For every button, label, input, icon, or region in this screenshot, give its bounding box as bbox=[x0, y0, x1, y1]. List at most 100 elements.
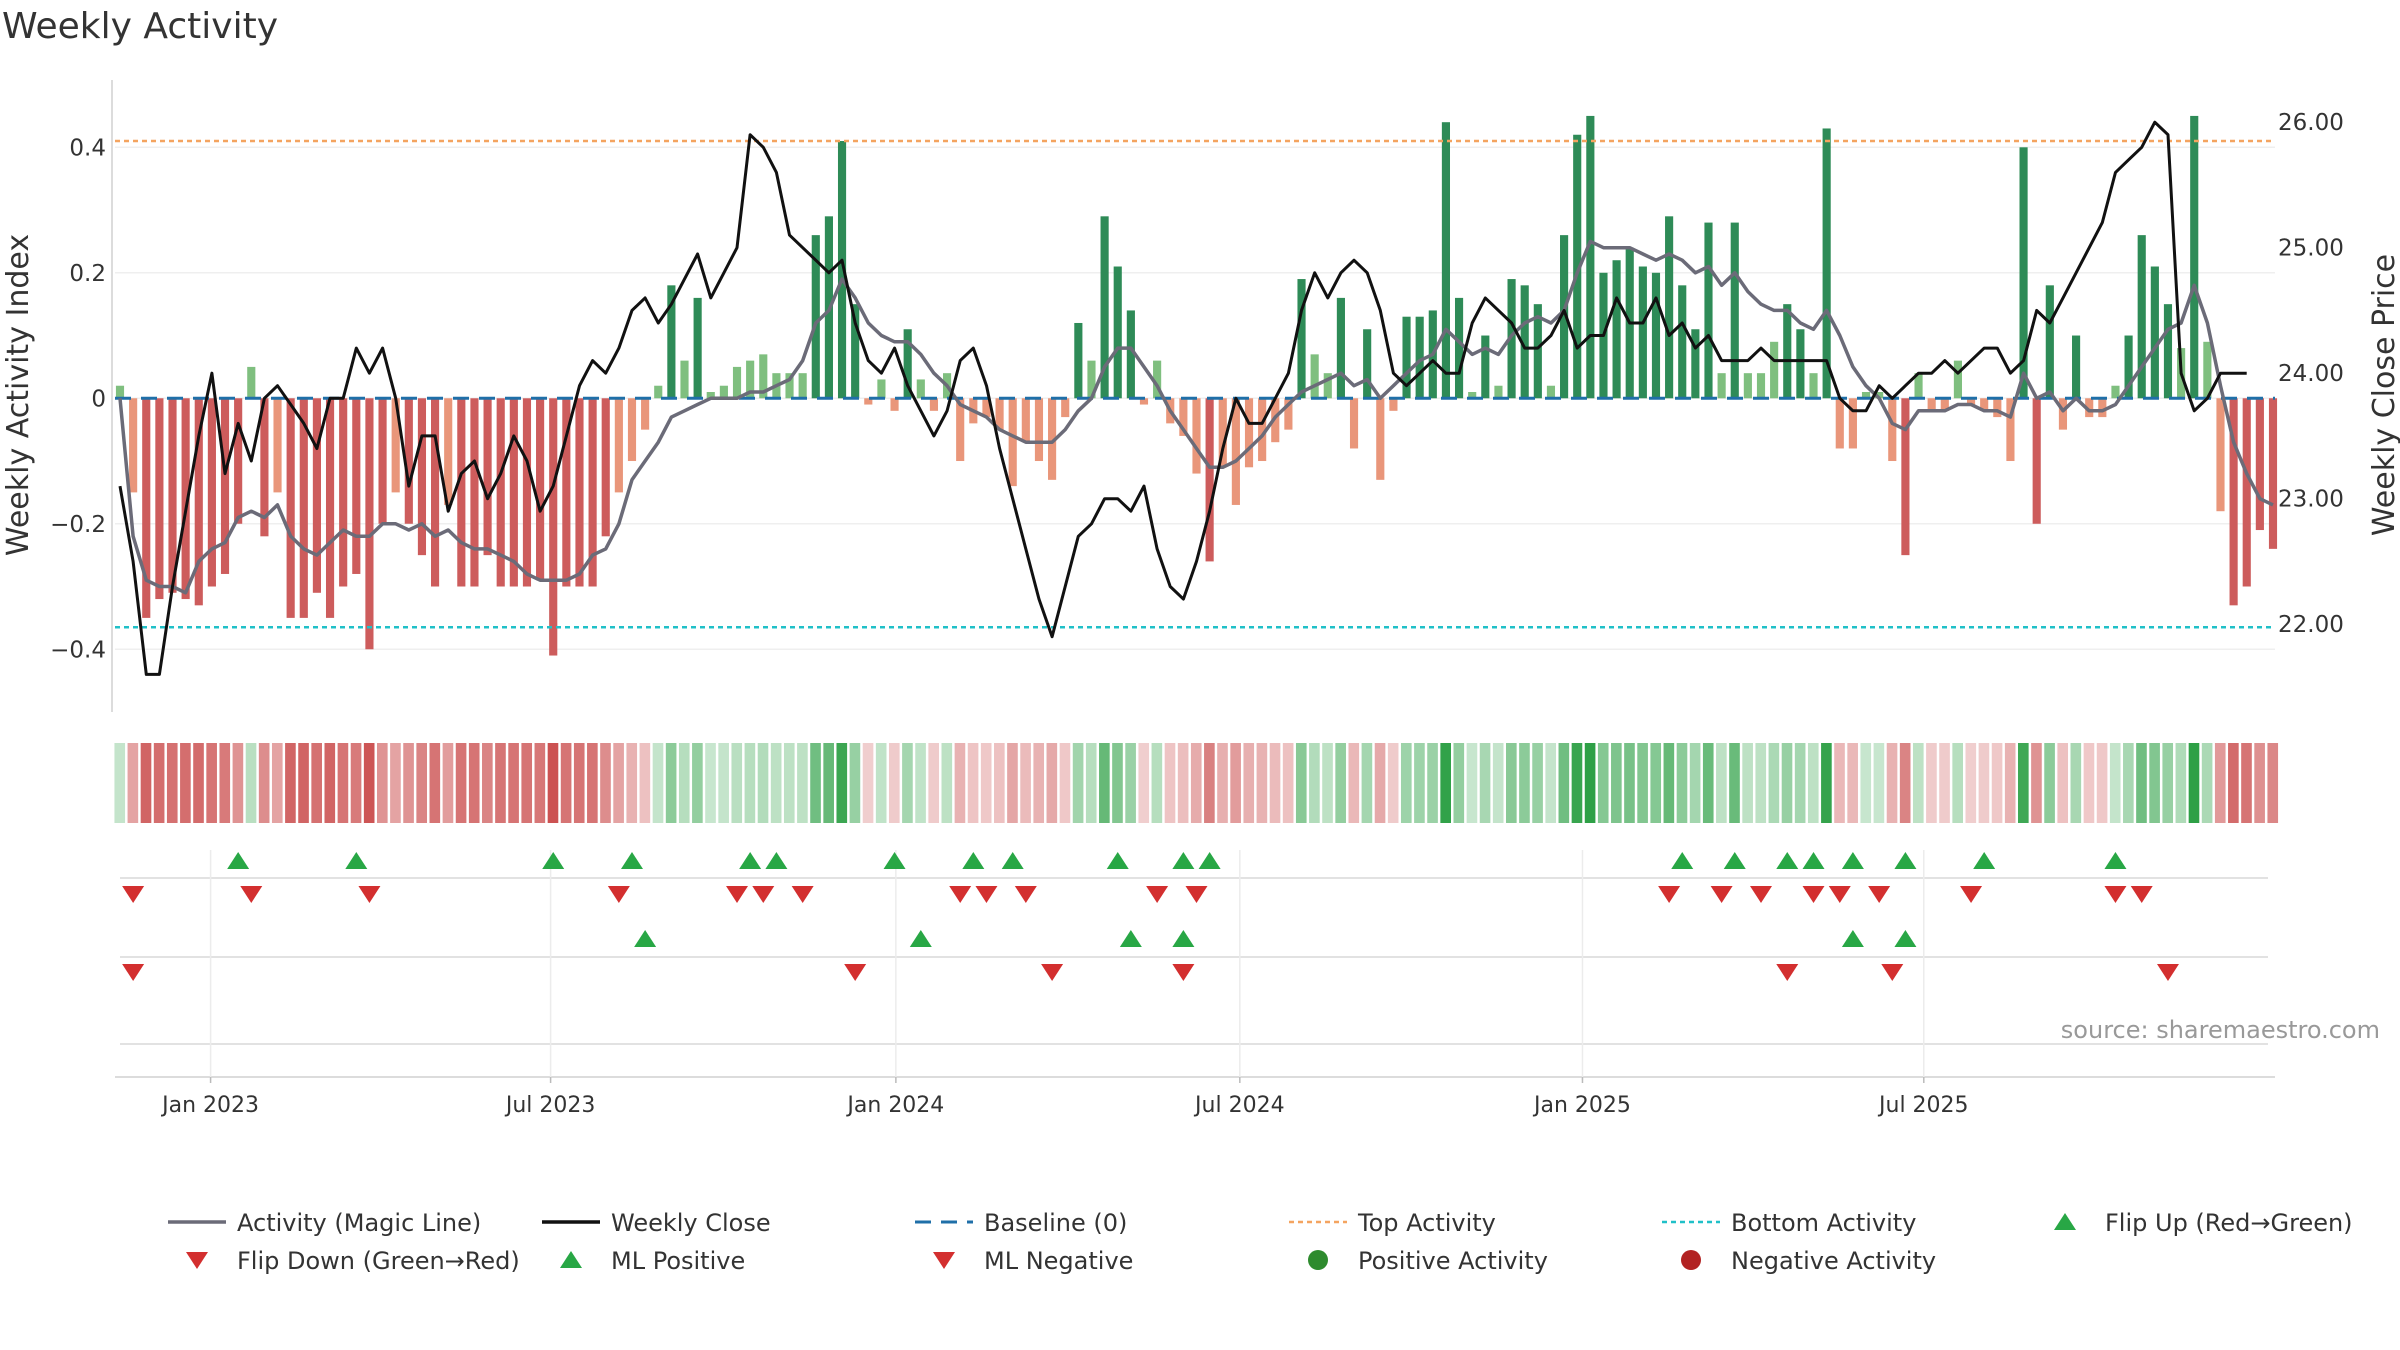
heat-cell bbox=[140, 743, 152, 823]
activity-bar bbox=[1612, 260, 1621, 399]
heat-cell bbox=[1781, 743, 1793, 823]
legend: Activity (Magic Line) Weekly Close Baselin… bbox=[168, 1209, 2353, 1275]
heat-cell bbox=[967, 743, 979, 823]
heat-cell bbox=[455, 743, 467, 823]
activity-bar bbox=[1468, 392, 1477, 399]
legend-label: Negative Activity bbox=[1731, 1247, 1936, 1275]
activity-bar bbox=[129, 398, 138, 493]
activity-bar bbox=[746, 360, 755, 399]
right-tick-label: 25.00 bbox=[2278, 236, 2344, 262]
heat-cell bbox=[1663, 743, 1675, 823]
activity-bar bbox=[1284, 398, 1293, 430]
heat-cell bbox=[836, 743, 848, 823]
x-tick-label: Jan 2025 bbox=[1532, 1093, 1631, 1118]
heat-cell bbox=[1099, 743, 1110, 823]
heat-cell bbox=[1650, 743, 1662, 823]
activity-bar bbox=[916, 379, 925, 399]
activity-bar bbox=[1914, 373, 1923, 399]
heat-cell bbox=[915, 743, 926, 823]
heat-cell bbox=[862, 743, 874, 823]
heat-cell bbox=[285, 743, 296, 823]
flip-up-marker bbox=[739, 852, 762, 869]
right-tick-label: 24.00 bbox=[2278, 361, 2344, 387]
flip-down-marker bbox=[358, 886, 381, 903]
heat-cell bbox=[1558, 743, 1570, 823]
activity-bar bbox=[1153, 360, 1162, 399]
heat-cell bbox=[2109, 743, 2121, 823]
activity-bar bbox=[1940, 398, 1949, 411]
activity-bar bbox=[1258, 398, 1267, 462]
activity-bar bbox=[207, 398, 216, 587]
activity-bar bbox=[641, 398, 650, 430]
heat-cell bbox=[1072, 743, 1084, 823]
heat-cell bbox=[1768, 743, 1780, 823]
heat-cell bbox=[744, 743, 756, 823]
heat-cell bbox=[1991, 743, 2003, 823]
activity-bar bbox=[181, 398, 190, 600]
activity-bar bbox=[115, 385, 125, 399]
activity-bar bbox=[1861, 392, 1871, 399]
activity-bar bbox=[1363, 329, 1372, 399]
activity-bar bbox=[325, 398, 335, 618]
ml-positive-marker bbox=[909, 930, 932, 947]
flip-down-marker bbox=[726, 886, 749, 903]
heat-cell bbox=[1190, 743, 1202, 823]
activity-bar bbox=[352, 398, 361, 574]
activity-bar bbox=[312, 398, 321, 593]
heat-cell bbox=[810, 743, 821, 823]
lines-layer bbox=[115, 120, 2275, 676]
activity-bar bbox=[470, 398, 479, 587]
right-tick-label: 26.00 bbox=[2278, 110, 2344, 136]
activity-bar bbox=[575, 398, 584, 587]
heat-cell bbox=[363, 743, 375, 823]
flip-down-marker bbox=[752, 886, 775, 903]
activity-bar bbox=[1389, 398, 1398, 411]
heat-cell bbox=[600, 743, 611, 823]
activity-bar bbox=[614, 398, 623, 493]
heat-cell bbox=[1164, 743, 1176, 823]
activity-bar bbox=[1336, 297, 1345, 399]
right-tick-label: 22.00 bbox=[2278, 612, 2344, 638]
heat-cell bbox=[2057, 743, 2069, 823]
heat-cell bbox=[2149, 743, 2160, 823]
heat-cell bbox=[928, 743, 940, 823]
ml-positive-marker bbox=[1172, 930, 1195, 947]
legend-label: Flip Down (Green→Red) bbox=[237, 1247, 520, 1275]
activity-bar bbox=[811, 235, 820, 399]
activity-bar bbox=[234, 398, 243, 524]
left-tick-label: 0.4 bbox=[69, 135, 106, 161]
flip-up-marker bbox=[1973, 852, 1996, 869]
activity-bar bbox=[1730, 222, 1739, 399]
activity-bar bbox=[2150, 266, 2159, 399]
source-label: source: sharemaestro.com bbox=[2061, 1016, 2380, 1044]
activity-bar bbox=[2019, 147, 2028, 399]
flip-down-marker bbox=[1658, 886, 1681, 903]
heat-cell bbox=[521, 743, 533, 823]
heat-cell bbox=[1834, 743, 1845, 823]
activity-bar bbox=[2124, 335, 2133, 399]
heat-cell bbox=[757, 743, 769, 823]
heat-cell bbox=[980, 743, 992, 823]
heat-cell bbox=[337, 743, 349, 823]
activity-bar bbox=[1638, 266, 1647, 399]
heat-cell bbox=[678, 743, 690, 823]
heat-cell bbox=[1729, 743, 1740, 823]
flip-up-marker bbox=[962, 852, 985, 869]
activity-bar bbox=[2242, 398, 2251, 587]
flip-down-marker bbox=[1014, 886, 1037, 903]
activity-bar bbox=[1835, 398, 1844, 449]
flip-down-marker bbox=[122, 886, 145, 903]
weekly-close-line bbox=[118, 120, 2247, 676]
heat-cell bbox=[941, 743, 953, 823]
activity-bar bbox=[391, 398, 400, 493]
heat-cell bbox=[560, 743, 572, 823]
heat-cell bbox=[166, 743, 178, 823]
flip-down-marker bbox=[1710, 886, 1733, 903]
activity-bar bbox=[1087, 360, 1096, 399]
activity-bar bbox=[732, 366, 742, 399]
activity-bar bbox=[1533, 304, 1542, 399]
heat-cell bbox=[1939, 743, 1950, 823]
heat-cell bbox=[1204, 743, 1215, 823]
flip-up-marker bbox=[1841, 852, 1864, 869]
activity-bar bbox=[142, 398, 151, 618]
